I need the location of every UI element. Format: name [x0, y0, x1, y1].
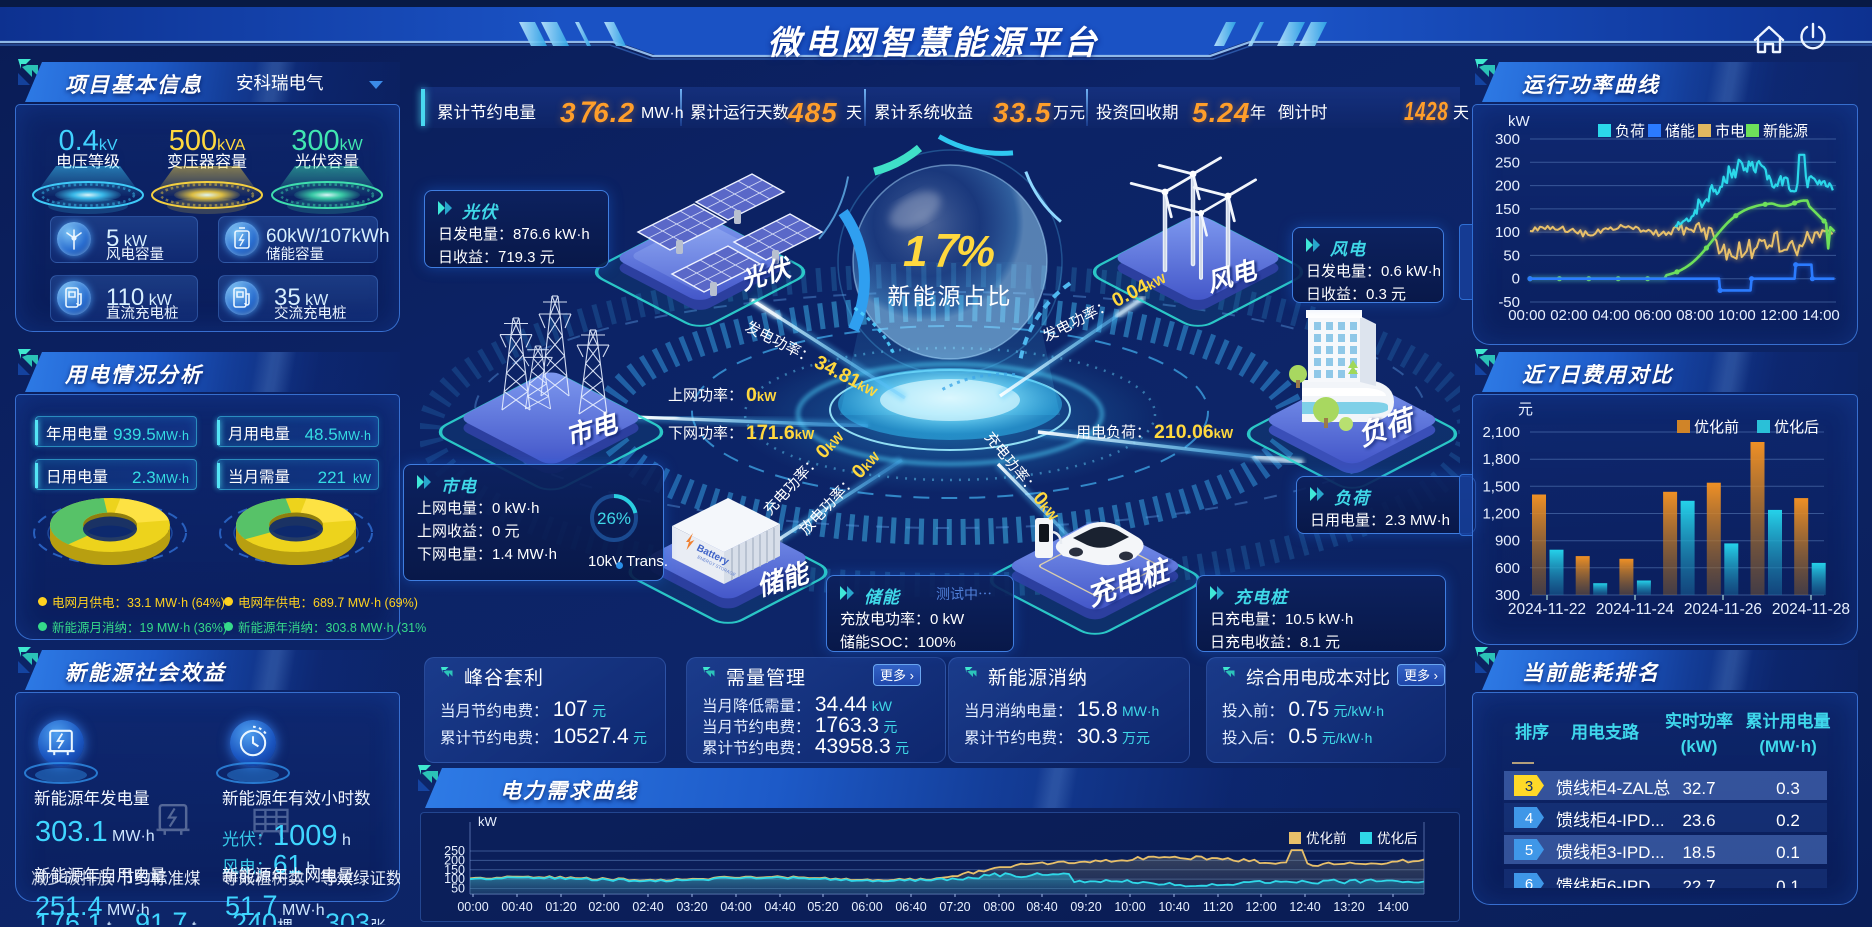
svg-text:04:00: 04:00	[720, 896, 751, 915]
svg-text:2024-11-28: 2024-11-28	[1772, 597, 1850, 619]
svg-text:09:20: 09:20	[1070, 896, 1101, 915]
svg-text:200: 200	[1495, 175, 1520, 196]
svg-text:kW: kW	[1508, 110, 1531, 131]
svg-text:10:00: 10:00	[1114, 896, 1145, 915]
svg-text:07:20: 07:20	[939, 896, 970, 915]
svg-text:06:00: 06:00	[851, 896, 882, 915]
svg-text:150: 150	[1495, 198, 1520, 219]
svg-text:04:40: 04:40	[764, 896, 795, 915]
svg-text:250: 250	[444, 840, 465, 859]
svg-text:171.6kW: 171.6kW	[746, 416, 815, 445]
svg-text:12:00: 12:00	[1245, 896, 1276, 915]
svg-text:优化后: 优化后	[1774, 416, 1819, 437]
svg-text:上网功率：: 上网功率：	[668, 384, 743, 405]
svg-text:优化后: 优化后	[1377, 827, 1418, 847]
svg-text:11:20: 11:20	[1203, 896, 1233, 915]
svg-text:02:00: 02:00	[1550, 304, 1588, 325]
svg-text:新能源占比: 新能源占比	[888, 277, 1013, 311]
svg-text:17%: 17%	[903, 215, 997, 279]
svg-text:00:00: 00:00	[1508, 304, 1546, 325]
svg-text:250: 250	[1495, 151, 1520, 172]
svg-text:14:00: 14:00	[1377, 896, 1408, 915]
svg-text:100: 100	[444, 868, 465, 887]
svg-text:300: 300	[1495, 584, 1520, 605]
svg-text:150: 150	[444, 859, 465, 878]
svg-text:0: 0	[1512, 268, 1520, 289]
svg-text:13:20: 13:20	[1333, 896, 1364, 915]
svg-text:1,200: 1,200	[1482, 503, 1520, 524]
svg-text:04:00: 04:00	[1592, 304, 1630, 325]
svg-text:优化前: 优化前	[1694, 416, 1739, 437]
svg-text:06:40: 06:40	[895, 896, 926, 915]
svg-text:kW: kW	[478, 812, 498, 830]
svg-text:50: 50	[1503, 244, 1520, 265]
svg-text:06:00: 06:00	[1634, 304, 1672, 325]
svg-text:05:20: 05:20	[807, 896, 838, 915]
svg-text:2024-11-24: 2024-11-24	[1596, 597, 1675, 619]
svg-text:元: 元	[1518, 398, 1533, 419]
svg-text:26%: 26%	[597, 504, 631, 529]
svg-text:300: 300	[1495, 128, 1520, 149]
svg-text:新能源: 新能源	[1763, 120, 1808, 141]
svg-text:02:40: 02:40	[632, 896, 663, 915]
svg-text:2,100: 2,100	[1482, 421, 1520, 442]
svg-text:00:00: 00:00	[457, 896, 488, 915]
svg-text:优化前: 优化前	[1306, 827, 1347, 847]
svg-text:10:00: 10:00	[1718, 304, 1756, 325]
svg-text:100: 100	[1495, 221, 1520, 242]
svg-text:08:00: 08:00	[1676, 304, 1714, 325]
svg-text:2024-11-26: 2024-11-26	[1684, 597, 1762, 619]
svg-text:210.06kW: 210.06kW	[1154, 415, 1234, 444]
svg-text:600: 600	[1495, 557, 1520, 578]
svg-text:2024-11-22: 2024-11-22	[1508, 597, 1586, 619]
svg-text:08:40: 08:40	[1026, 896, 1057, 915]
svg-text:用电负荷：: 用电负荷：	[1076, 421, 1151, 442]
svg-text:01:20: 01:20	[545, 896, 576, 915]
svg-text:市电: 市电	[1715, 120, 1745, 141]
svg-text:-50: -50	[1498, 291, 1520, 312]
svg-text:1,800: 1,800	[1482, 448, 1520, 469]
svg-text:下网功率：: 下网功率：	[668, 422, 743, 443]
svg-text:02:00: 02:00	[588, 896, 619, 915]
svg-text:14:00: 14:00	[1802, 304, 1840, 325]
svg-text:储能: 储能	[1665, 120, 1695, 141]
svg-text:03:20: 03:20	[676, 896, 707, 915]
svg-text:900: 900	[1495, 530, 1520, 551]
svg-text:1,500: 1,500	[1482, 475, 1520, 496]
svg-text:50: 50	[451, 878, 465, 897]
svg-text:负荷: 负荷	[1615, 120, 1645, 141]
svg-text:10:40: 10:40	[1158, 896, 1189, 915]
svg-text:00:40: 00:40	[501, 896, 532, 915]
svg-text:200: 200	[444, 849, 465, 868]
svg-text:08:00: 08:00	[983, 896, 1014, 915]
svg-text:12:40: 12:40	[1289, 896, 1320, 915]
svg-text:12:00: 12:00	[1760, 304, 1798, 325]
